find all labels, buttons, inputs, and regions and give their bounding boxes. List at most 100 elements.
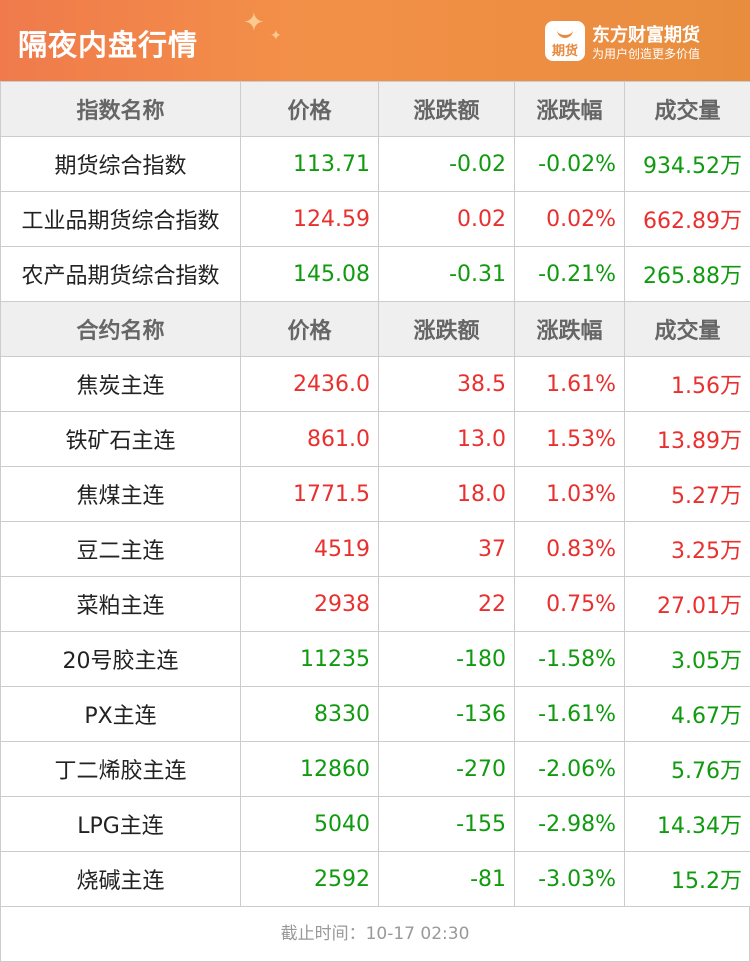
name-cell: 焦煤主连: [1, 467, 241, 522]
price-cell: 124.59: [241, 192, 379, 247]
name-cell: 工业品期货综合指数: [1, 192, 241, 247]
price-cell: 113.71: [241, 137, 379, 192]
name-cell: 丁二烯胶主连: [1, 742, 241, 797]
price-cell: 5040: [241, 797, 379, 852]
change-cell: 38.5: [379, 357, 515, 412]
change-percent-cell: -3.03%: [515, 852, 625, 907]
change-cell: 13.0: [379, 412, 515, 467]
change-percent-cell: 1.53%: [515, 412, 625, 467]
column-header: 涨跌额: [379, 82, 515, 137]
price-cell: 2436.0: [241, 357, 379, 412]
change-cell: -155: [379, 797, 515, 852]
change-cell: -81: [379, 852, 515, 907]
change-percent-cell: -1.61%: [515, 687, 625, 742]
volume-cell: 4.67万: [625, 687, 750, 742]
change-percent-cell: 1.61%: [515, 357, 625, 412]
price-cell: 2938: [241, 577, 379, 632]
brand-logo: 期货: [545, 21, 585, 61]
volume-cell: 3.25万: [625, 522, 750, 577]
index-header-row: 指数名称价格涨跌额涨跌幅成交量: [1, 82, 750, 137]
update-time: 截止时间：10-17 02:30: [0, 907, 750, 962]
column-header: 涨跌幅: [515, 302, 625, 357]
change-percent-cell: -2.98%: [515, 797, 625, 852]
price-cell: 11235: [241, 632, 379, 687]
volume-cell: 5.27万: [625, 467, 750, 522]
change-cell: 18.0: [379, 467, 515, 522]
name-cell: LPG主连: [1, 797, 241, 852]
change-percent-cell: -1.58%: [515, 632, 625, 687]
change-percent-cell: 1.03%: [515, 467, 625, 522]
volume-cell: 27.01万: [625, 577, 750, 632]
volume-cell: 934.52万: [625, 137, 750, 192]
name-cell: 菜粕主连: [1, 577, 241, 632]
column-header: 合约名称: [1, 302, 241, 357]
change-cell: -180: [379, 632, 515, 687]
volume-cell: 13.89万: [625, 412, 750, 467]
contract-header-row: 合约名称价格涨跌额涨跌幅成交量: [1, 302, 750, 357]
name-cell: PX主连: [1, 687, 241, 742]
price-cell: 861.0: [241, 412, 379, 467]
price-cell: 1771.5: [241, 467, 379, 522]
volume-cell: 1.56万: [625, 357, 750, 412]
price-cell: 8330: [241, 687, 379, 742]
column-header: 价格: [241, 302, 379, 357]
volume-cell: 662.89万: [625, 192, 750, 247]
sparkle-icon: ✦: [270, 28, 282, 44]
change-cell: 0.02: [379, 192, 515, 247]
volume-cell: 3.05万: [625, 632, 750, 687]
column-header: 价格: [241, 82, 379, 137]
name-cell: 铁矿石主连: [1, 412, 241, 467]
name-cell: 烧碱主连: [1, 852, 241, 907]
volume-cell: 265.88万: [625, 247, 750, 302]
name-cell: 豆二主连: [1, 522, 241, 577]
column-header: 成交量: [625, 302, 750, 357]
name-cell: 农产品期货综合指数: [1, 247, 241, 302]
brand-name: 东方财富期货: [592, 21, 700, 47]
change-cell: 22: [379, 577, 515, 632]
change-cell: -270: [379, 742, 515, 797]
logo-text: 期货: [552, 44, 578, 59]
brand-slogan: 为用户创造更多价值: [592, 45, 700, 62]
volume-cell: 5.76万: [625, 742, 750, 797]
price-cell: 12860: [241, 742, 379, 797]
sparkle-icon: ✦: [243, 8, 265, 38]
column-header: 指数名称: [1, 82, 241, 137]
column-header: 涨跌额: [379, 302, 515, 357]
change-percent-cell: 0.83%: [515, 522, 625, 577]
change-percent-cell: 0.02%: [515, 192, 625, 247]
change-cell: 37: [379, 522, 515, 577]
change-percent-cell: 0.75%: [515, 577, 625, 632]
page-title: 隔夜内盘行情: [18, 22, 198, 64]
header-banner: 隔夜内盘行情 ✦ ✦ 期货 东方财富期货 为用户创造更多价值: [0, 0, 750, 81]
price-cell: 2592: [241, 852, 379, 907]
name-cell: 20号胶主连: [1, 632, 241, 687]
name-cell: 期货综合指数: [1, 137, 241, 192]
change-cell: -136: [379, 687, 515, 742]
column-header: 成交量: [625, 82, 750, 137]
change-cell: -0.31: [379, 247, 515, 302]
volume-cell: 15.2万: [625, 852, 750, 907]
change-percent-cell: -2.06%: [515, 742, 625, 797]
price-cell: 4519: [241, 522, 379, 577]
name-cell: 焦炭主连: [1, 357, 241, 412]
volume-cell: 14.34万: [625, 797, 750, 852]
change-percent-cell: -0.21%: [515, 247, 625, 302]
change-cell: -0.02: [379, 137, 515, 192]
column-header: 涨跌幅: [515, 82, 625, 137]
change-percent-cell: -0.02%: [515, 137, 625, 192]
price-cell: 145.08: [241, 247, 379, 302]
